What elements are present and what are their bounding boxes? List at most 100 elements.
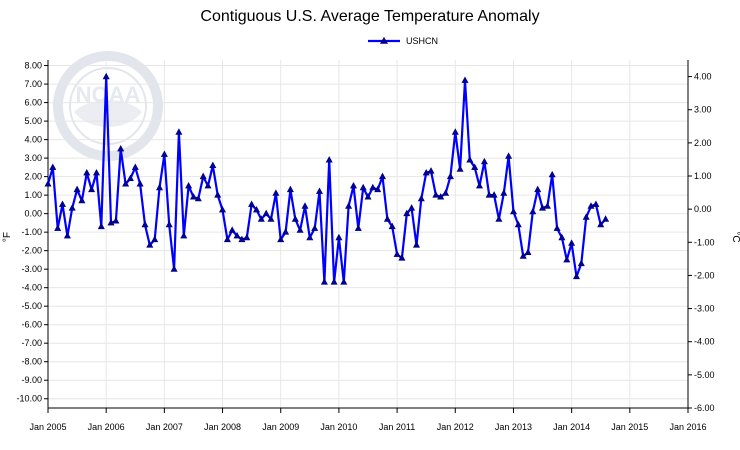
data-point-marker[interactable] <box>68 204 76 211</box>
data-point-marker[interactable] <box>422 168 430 176</box>
data-point-marker[interactable] <box>277 235 285 243</box>
data-point-marker[interactable] <box>97 222 105 230</box>
data-point-marker[interactable] <box>209 161 217 168</box>
data-point-marker[interactable] <box>44 180 52 187</box>
data-point-marker[interactable] <box>238 235 246 243</box>
data-point-marker[interactable] <box>165 220 173 228</box>
data-point-marker[interactable] <box>451 128 459 135</box>
data-point-marker[interactable] <box>233 231 241 239</box>
data-point-marker[interactable] <box>204 181 212 189</box>
data-point-marker[interactable] <box>461 76 469 83</box>
data-point-marker[interactable] <box>194 194 202 202</box>
data-point-marker[interactable] <box>466 156 474 163</box>
data-point-marker[interactable] <box>495 215 503 222</box>
data-point-marker[interactable] <box>597 220 605 228</box>
data-point-marker[interactable] <box>262 209 270 217</box>
data-point-marker[interactable] <box>180 231 188 239</box>
data-point-marker[interactable] <box>388 222 396 230</box>
data-point-marker[interactable] <box>160 150 168 157</box>
data-point-marker[interactable] <box>417 194 425 202</box>
data-point-marker[interactable] <box>252 205 261 213</box>
data-point-marker[interactable] <box>320 278 328 285</box>
data-point-marker[interactable] <box>568 239 576 246</box>
data-point-marker[interactable] <box>92 168 101 176</box>
data-point-marker[interactable] <box>73 185 81 193</box>
data-point-marker[interactable] <box>243 233 251 241</box>
data-point-marker[interactable] <box>131 163 139 170</box>
data-point-marker[interactable] <box>112 217 120 224</box>
data-point-marker[interactable] <box>282 228 290 235</box>
data-point-marker[interactable] <box>136 180 144 187</box>
data-point-marker[interactable] <box>582 213 590 220</box>
data-point-marker[interactable] <box>151 235 159 243</box>
data-point-marker[interactable] <box>354 224 362 231</box>
data-point-marker[interactable] <box>199 172 207 180</box>
data-point-marker[interactable] <box>432 191 440 198</box>
data-point-marker[interactable] <box>267 215 275 222</box>
data-point-marker[interactable] <box>403 209 411 217</box>
data-point-marker[interactable] <box>514 220 522 228</box>
data-point-marker[interactable] <box>296 226 304 233</box>
data-point-marker[interactable] <box>437 193 445 200</box>
data-point-marker[interactable] <box>485 191 493 198</box>
data-point-marker[interactable] <box>393 250 401 257</box>
data-point-marker[interactable] <box>311 224 319 231</box>
data-point-marker[interactable] <box>345 202 353 209</box>
data-point-marker[interactable] <box>306 233 314 241</box>
data-point-marker[interactable] <box>189 193 198 200</box>
data-point-marker[interactable] <box>185 181 193 189</box>
data-point-marker[interactable] <box>117 144 125 152</box>
data-point-marker[interactable] <box>471 163 479 170</box>
data-point-marker[interactable] <box>49 163 57 170</box>
data-point-marker[interactable] <box>54 224 62 231</box>
data-point-marker[interactable] <box>509 207 518 215</box>
data-point-marker[interactable] <box>122 180 130 187</box>
data-point-marker[interactable] <box>340 278 348 285</box>
data-point-marker[interactable] <box>558 233 566 241</box>
data-point-marker[interactable] <box>529 207 537 215</box>
data-point-marker[interactable] <box>446 172 454 180</box>
data-point-marker[interactable] <box>364 193 372 200</box>
data-point-marker[interactable] <box>398 254 406 261</box>
data-point-marker[interactable] <box>543 202 551 209</box>
data-point-marker[interactable] <box>408 204 416 211</box>
data-point-marker[interactable] <box>286 185 294 193</box>
data-point-marker[interactable] <box>155 183 164 191</box>
data-point-marker[interactable] <box>272 189 280 196</box>
data-point-marker[interactable] <box>490 191 498 198</box>
data-point-marker[interactable] <box>572 272 581 280</box>
data-point-marker[interactable] <box>141 220 149 228</box>
data-point-marker[interactable] <box>587 202 595 209</box>
data-point-marker[interactable] <box>412 241 421 248</box>
data-point-marker[interactable] <box>223 235 231 243</box>
data-point-marker[interactable] <box>349 181 358 189</box>
data-point-marker[interactable] <box>88 185 96 193</box>
data-point-marker[interactable] <box>146 241 154 248</box>
data-point-marker[interactable] <box>553 224 561 231</box>
data-point-marker[interactable] <box>63 231 71 239</box>
data-point-marker[interactable] <box>374 185 382 193</box>
data-point-marker[interactable] <box>519 252 527 259</box>
data-point-marker[interactable] <box>58 200 67 207</box>
data-point-marker[interactable] <box>548 170 556 178</box>
data-point-marker[interactable] <box>383 215 391 222</box>
data-point-marker[interactable] <box>126 174 134 181</box>
data-point-marker[interactable] <box>500 189 508 196</box>
data-point-marker[interactable] <box>602 215 610 222</box>
data-point-marker[interactable] <box>291 215 299 222</box>
data-point-marker[interactable] <box>378 172 387 180</box>
data-point-marker[interactable] <box>228 226 236 233</box>
data-point-marker[interactable] <box>315 187 324 194</box>
data-point-marker[interactable] <box>170 265 178 272</box>
data-point-marker[interactable] <box>538 204 547 211</box>
data-point-marker[interactable] <box>427 167 435 174</box>
data-point-marker[interactable] <box>325 156 333 163</box>
data-point-marker[interactable] <box>248 200 256 207</box>
data-point-marker[interactable] <box>577 259 585 267</box>
data-point-marker[interactable] <box>534 185 542 193</box>
data-point-marker[interactable] <box>505 152 513 159</box>
data-point-marker[interactable] <box>442 189 450 196</box>
data-point-marker[interactable] <box>214 191 222 198</box>
data-point-marker[interactable] <box>592 200 600 207</box>
data-point-marker[interactable] <box>359 183 367 191</box>
